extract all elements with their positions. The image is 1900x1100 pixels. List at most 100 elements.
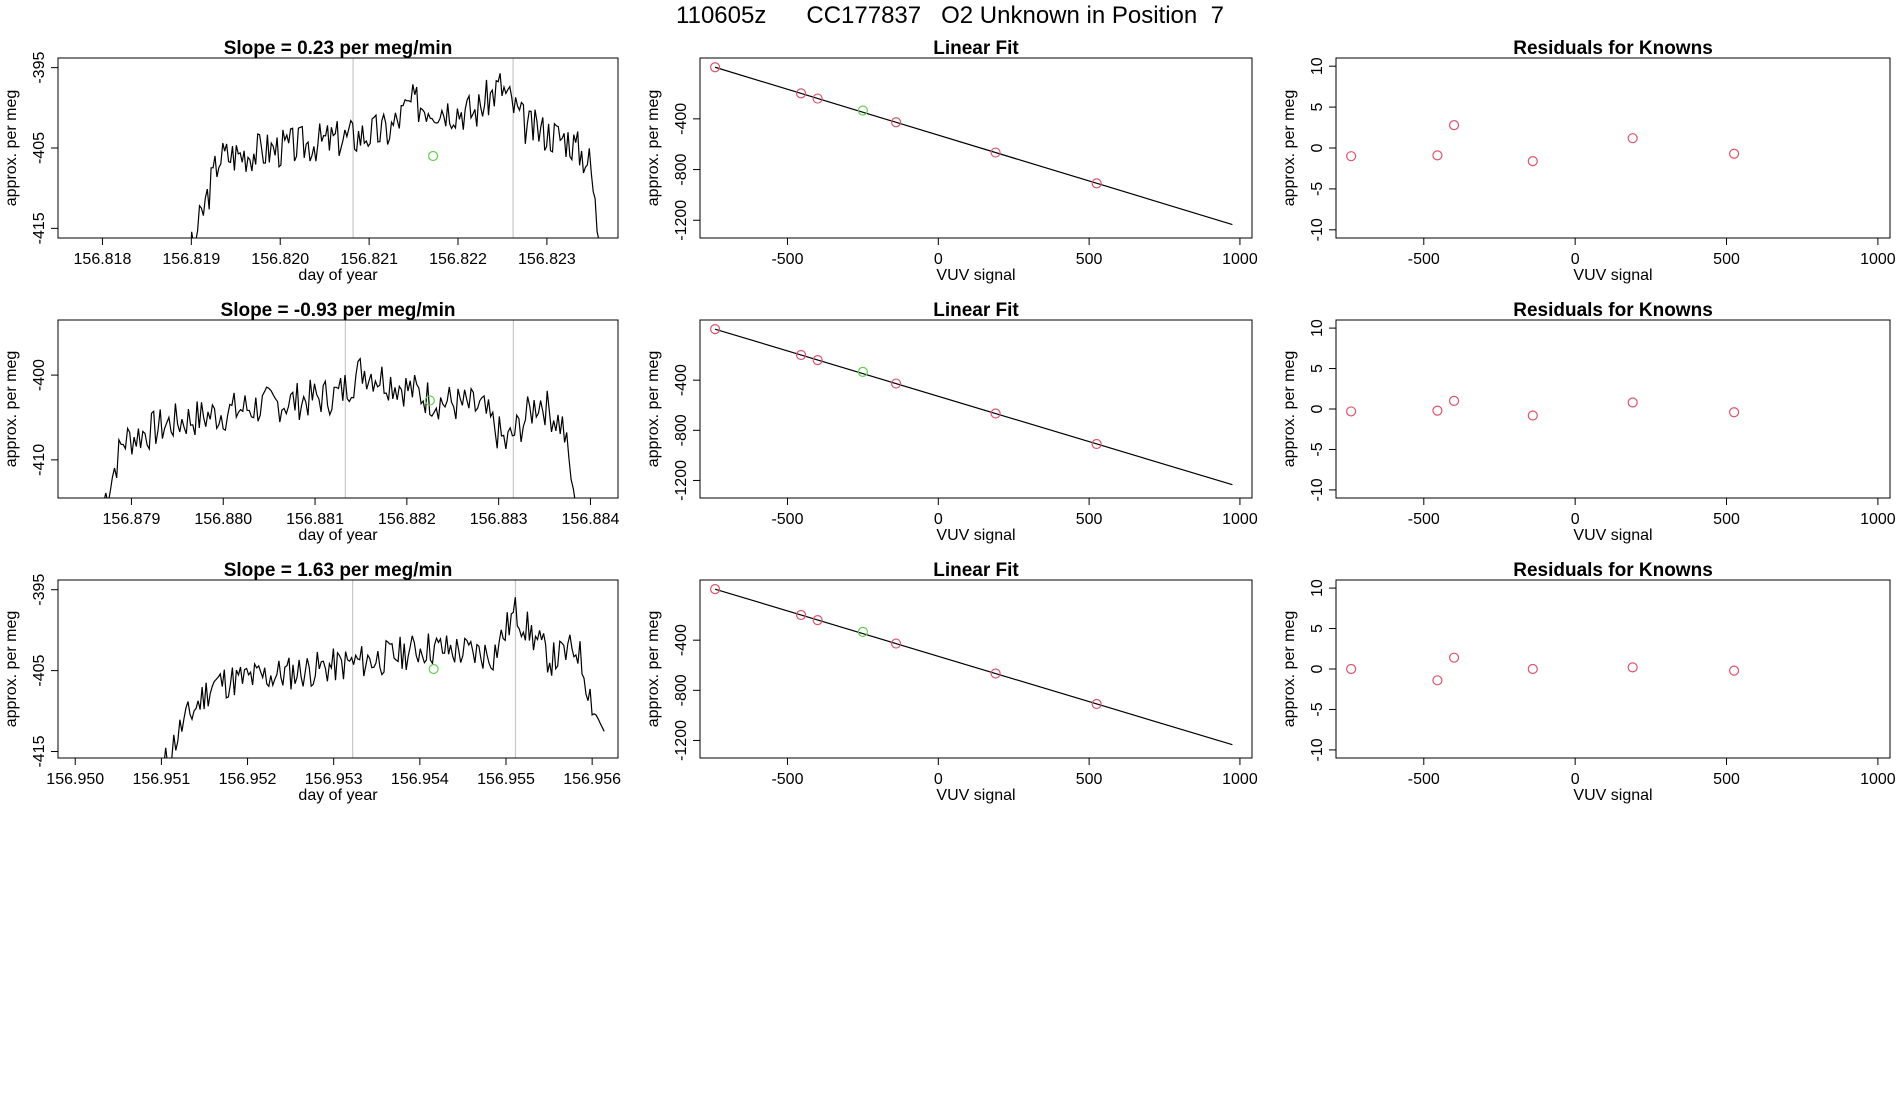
x-tick-label: 156.819 xyxy=(162,251,220,268)
y-tick-label: -5 xyxy=(1309,702,1326,716)
y-axis-label: approx. per meg xyxy=(3,90,20,207)
panel-title: Residuals for Knowns xyxy=(1513,560,1713,581)
y-axis-label: approx. per meg xyxy=(3,351,20,468)
data-point xyxy=(812,93,823,104)
data-point xyxy=(1432,675,1443,686)
x-tick-label: -500 xyxy=(771,511,803,528)
highlight-point xyxy=(857,366,868,377)
data-point xyxy=(990,147,1001,158)
data-point xyxy=(1091,178,1102,189)
y-tick-label: 5 xyxy=(1309,624,1326,633)
y-tick-label: -400 xyxy=(673,364,690,396)
data-point xyxy=(990,408,1001,419)
data-point xyxy=(1527,663,1538,675)
x-tick-label: 156.818 xyxy=(74,251,132,268)
data-point xyxy=(709,62,721,73)
data-point xyxy=(709,324,721,335)
data-point xyxy=(1728,407,1740,418)
plot-frame xyxy=(699,57,1253,239)
data-point xyxy=(1091,698,1102,710)
plot-area xyxy=(709,62,1233,226)
plot-area xyxy=(1346,395,1740,421)
x-axis-label: VUV signal xyxy=(936,787,1015,804)
x-tick-label: -500 xyxy=(771,251,803,268)
plot-area xyxy=(1346,652,1740,686)
panel-title: Linear Fit xyxy=(933,300,1019,321)
x-axis-label: day of year xyxy=(298,267,378,284)
x-tick-label: 156.882 xyxy=(378,511,436,528)
x-tick-label: 156.820 xyxy=(251,251,309,268)
panel-title: Slope = 1.63 per meg/min xyxy=(224,560,453,581)
y-tick-label: -5 xyxy=(1309,182,1326,196)
plot-area xyxy=(176,58,603,238)
y-tick-label: -410 xyxy=(31,444,48,476)
panel-fit1: Linear Fit -500 0 500 1000 VUV signal -400 -800… xyxy=(645,38,1258,284)
x-tick-label: 1000 xyxy=(1222,511,1258,528)
panel-res3: Residuals for Knowns -500 0 500 1000 VUV sign… xyxy=(1281,560,1896,804)
x-axis-label: VUV signal xyxy=(1573,787,1652,804)
y-tick-label: -395 xyxy=(31,574,48,606)
data-point xyxy=(709,584,721,595)
panel-title: Slope = 0.23 per meg/min xyxy=(224,38,453,59)
x-tick-label: 500 xyxy=(1713,771,1740,788)
y-tick-label: -10 xyxy=(1309,218,1326,241)
data-point xyxy=(1627,662,1638,673)
y-tick-label: 5 xyxy=(1309,103,1326,112)
data-series-line xyxy=(159,597,605,758)
panel-fit2: Linear Fit -500 0 500 1000 VUV signal -400 -800… xyxy=(645,300,1258,544)
y-tick-label: 0 xyxy=(1309,404,1326,413)
x-tick-label: 500 xyxy=(1713,251,1740,268)
x-tick-label: 156.955 xyxy=(477,771,535,788)
plot-frame xyxy=(699,319,1253,499)
y-axis-label: approx. per meg xyxy=(3,611,20,728)
x-axis-label: VUV signal xyxy=(1573,267,1652,284)
y-tick-label: -10 xyxy=(1309,738,1326,761)
y-tick-label: -1200 xyxy=(673,720,690,761)
x-tick-label: 156.822 xyxy=(429,251,487,268)
x-tick-label: 156.950 xyxy=(46,771,104,788)
y-tick-label: 10 xyxy=(1309,319,1326,337)
data-point xyxy=(1728,148,1740,159)
data-point xyxy=(1346,406,1357,417)
y-tick-label: 5 xyxy=(1309,364,1326,373)
x-tick-label: 156.880 xyxy=(194,511,252,528)
data-point xyxy=(1448,395,1460,407)
y-axis-label: approx. per meg xyxy=(645,611,662,728)
x-tick-label: -500 xyxy=(771,771,803,788)
highlight-point xyxy=(428,663,439,675)
y-tick-label: -1200 xyxy=(673,460,690,501)
y-tick-label: -405 xyxy=(31,132,48,164)
fit-line xyxy=(714,588,1233,746)
x-tick-label: 156.821 xyxy=(340,251,398,268)
plot-frame xyxy=(1335,319,1891,499)
highlight-point xyxy=(428,150,439,162)
x-tick-label: 0 xyxy=(934,251,943,268)
data-point xyxy=(1432,150,1443,161)
panel-ts3: Slope = 1.63 per meg/min 156.950 156.951 15… xyxy=(3,560,621,804)
y-tick-label: -405 xyxy=(31,655,48,687)
plot-frame xyxy=(699,579,1253,759)
y-axis-label: approx. per meg xyxy=(645,351,662,468)
x-axis-label: day of year xyxy=(298,527,378,544)
plot-frame xyxy=(57,579,619,759)
y-axis-label: approx. per meg xyxy=(1281,611,1298,728)
y-tick-label: 10 xyxy=(1309,579,1326,597)
plot-area xyxy=(709,584,1233,746)
x-tick-label: 156.956 xyxy=(563,771,621,788)
x-tick-label: 500 xyxy=(1076,251,1103,268)
x-tick-label: 156.823 xyxy=(518,251,576,268)
x-axis-label: VUV signal xyxy=(936,527,1015,544)
data-point xyxy=(1448,652,1460,663)
data-point xyxy=(890,378,902,389)
x-axis-label: day of year xyxy=(298,787,378,804)
y-tick-label: -400 xyxy=(31,359,48,391)
x-tick-label: 156.952 xyxy=(219,771,277,788)
plot-frame xyxy=(1335,579,1891,759)
x-tick-label: 156.954 xyxy=(391,771,449,788)
x-tick-label: 156.883 xyxy=(470,511,528,528)
data-series-line xyxy=(99,357,578,498)
plot-frame xyxy=(57,57,619,239)
x-tick-label: 156.951 xyxy=(132,771,190,788)
highlight-point xyxy=(424,395,435,406)
